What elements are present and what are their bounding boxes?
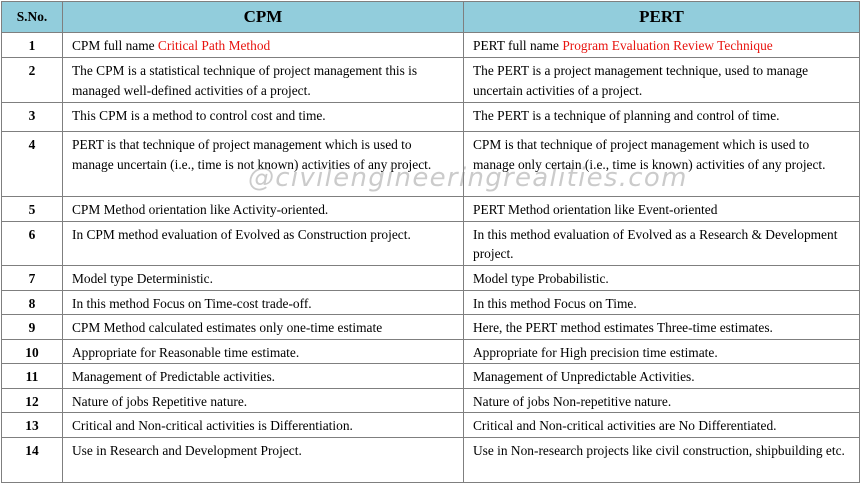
pert-cell: Appropriate for High precision time esti… xyxy=(463,338,860,364)
cpm-cell: CPM Method calculated estimates only one… xyxy=(62,314,464,340)
cpm-cell: CPM Method orientation like Activity-ori… xyxy=(62,196,464,222)
cpm-cell: This CPM is a method to control cost and… xyxy=(62,102,464,132)
table-row: 14 Use in Research and Development Proje… xyxy=(1,437,860,483)
row-number: 6 xyxy=(1,220,63,266)
cpm-cell: Nature of jobs Repetitive nature. xyxy=(62,387,464,413)
cpm-cell: Appropriate for Reasonable time estimate… xyxy=(62,338,464,364)
cpm-cell: In CPM method evaluation of Evolved as C… xyxy=(62,220,464,266)
row-number: 2 xyxy=(1,57,63,103)
pert-cell: The PERT is a project management techniq… xyxy=(463,57,860,103)
pert-cell: In this method Focus on Time. xyxy=(463,289,860,315)
table-row: 8 In this method Focus on Time-cost trad… xyxy=(1,289,860,315)
header-cpm: CPM xyxy=(62,1,464,33)
pert-cell: Here, the PERT method estimates Three-ti… xyxy=(463,314,860,340)
table-row: 3 This CPM is a method to control cost a… xyxy=(1,102,860,132)
row-number: 3 xyxy=(1,102,63,132)
header-row: S.No. CPM PERT xyxy=(1,1,860,33)
row-number: 11 xyxy=(1,363,63,389)
pert-cell: Critical and Non-critical activities are… xyxy=(463,412,860,438)
table-row: 7 Model type Deterministic. Model type P… xyxy=(1,264,860,291)
pert-cell: Use in Non-research projects like civil … xyxy=(463,437,860,483)
row-number: 4 xyxy=(1,131,63,197)
row-number: 12 xyxy=(1,387,63,413)
pert-cell: PERT Method orientation like Event-orien… xyxy=(463,196,860,222)
cpm-cell: Critical and Non-critical activities is … xyxy=(62,412,464,438)
pert-cell: Management of Unpredictable Activities. xyxy=(463,363,860,389)
header-pert: PERT xyxy=(463,1,860,33)
table-row: 12 Nature of jobs Repetitive nature. Nat… xyxy=(1,387,860,413)
cpm-cell: CPM full name Critical Path Method xyxy=(62,32,464,58)
cpm-cell: Use in Research and Development Project. xyxy=(62,437,464,483)
cpm-full-name: Critical Path Method xyxy=(157,38,271,53)
pert-cell: The PERT is a technique of planning and … xyxy=(463,102,860,132)
pert-cell: Model type Probabilistic. xyxy=(463,264,860,291)
pert-cell: In this method evaluation of Evolved as … xyxy=(463,220,860,266)
cpm-cell-text: CPM full name xyxy=(72,38,158,53)
row-number: 8 xyxy=(1,289,63,315)
table-row: 11 Management of Predictable activities.… xyxy=(1,363,860,389)
pert-cell: Nature of jobs Non-repetitive nature. xyxy=(463,387,860,413)
cpm-cell: Model type Deterministic. xyxy=(62,264,464,291)
cpm-cell: Management of Predictable activities. xyxy=(62,363,464,389)
pert-full-name: Program Evaluation Review Technique xyxy=(562,38,773,53)
table-row: 1 CPM full name Critical Path Method PER… xyxy=(1,32,860,58)
row-number: 9 xyxy=(1,314,63,340)
cpm-cell: The CPM is a statistical technique of pr… xyxy=(62,57,464,103)
pert-cell: PERT full name Program Evaluation Review… xyxy=(463,32,860,58)
row-number: 13 xyxy=(1,412,63,438)
header-sno: S.No. xyxy=(1,1,63,33)
cpm-cell: In this method Focus on Time-cost trade-… xyxy=(62,289,464,315)
row-number: 7 xyxy=(1,264,63,291)
row-number: 5 xyxy=(1,196,63,222)
table-row: 6 In CPM method evaluation of Evolved as… xyxy=(1,220,860,266)
table-row: 2 The CPM is a statistical technique of … xyxy=(1,57,860,103)
table-row: 10 Appropriate for Reasonable time estim… xyxy=(1,338,860,364)
table-row: 4 PERT is that technique of project mana… xyxy=(1,131,860,197)
row-number: 1 xyxy=(1,32,63,58)
table-row: 9 CPM Method calculated estimates only o… xyxy=(1,314,860,340)
table-row: 13 Critical and Non-critical activities … xyxy=(1,412,860,438)
row-number: 10 xyxy=(1,338,63,364)
pert-cell: CPM is that technique of project managem… xyxy=(463,131,860,197)
row-number: 14 xyxy=(1,437,63,483)
pert-cell-text: PERT full name xyxy=(473,38,563,53)
cpm-cell: PERT is that technique of project manage… xyxy=(62,131,464,197)
table-row: 5 CPM Method orientation like Activity-o… xyxy=(1,196,860,222)
